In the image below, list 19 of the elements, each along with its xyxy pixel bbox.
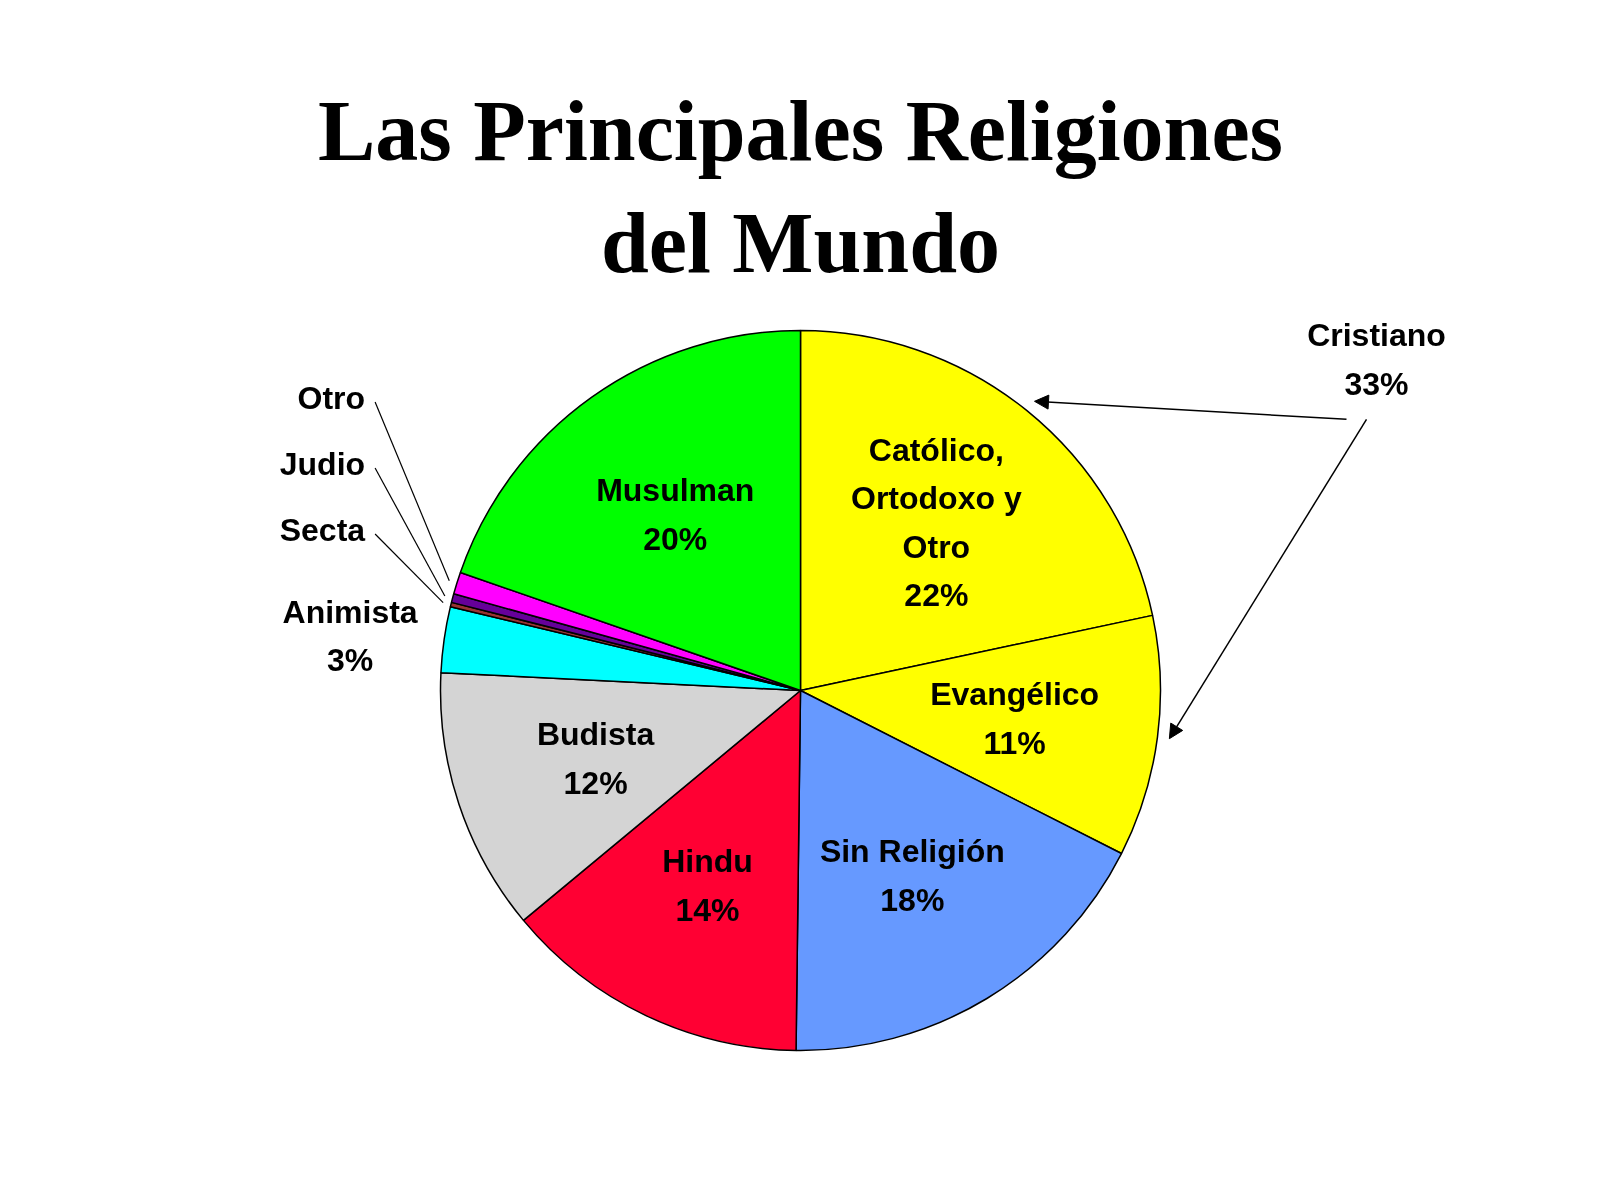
slice-label: Católico, Ortodoxo y Otro [851, 431, 1022, 565]
text: Cristiano 33% [1307, 317, 1446, 402]
slice-label: Budista [536, 716, 655, 753]
data-label: 22% [904, 577, 969, 614]
slice-label: Musulman [596, 472, 755, 509]
data-label: 14% [675, 891, 740, 928]
slice-label: Animista [282, 593, 418, 630]
slice-label: Hindu [662, 843, 753, 880]
slice-label: Judio [279, 446, 366, 482]
data-label: 18% [880, 881, 945, 918]
slice-label: Evangélico [930, 676, 1100, 713]
data-label: 12% [563, 765, 628, 802]
data-label: 11% [983, 724, 1046, 761]
data-label: 20% [643, 520, 708, 557]
slice-label: Sin Religión [819, 833, 1005, 869]
data-label: 3% [326, 642, 374, 679]
slice-label: Secta [279, 512, 366, 548]
chart-title: Las Principales Religiones del Mundo [317, 82, 1284, 291]
slice-label: Otro [297, 380, 366, 416]
